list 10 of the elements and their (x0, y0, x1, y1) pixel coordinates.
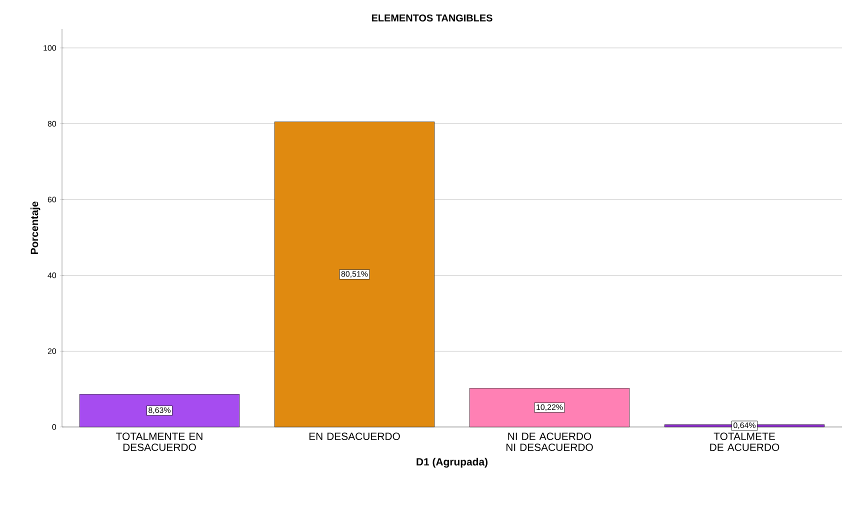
x-tick-label: TOTALMENTE EN DESACUERDO (116, 432, 202, 452)
x-tick-label: NI DE ACUERDO NI DESACUERDO (506, 432, 593, 452)
bar (79, 394, 240, 428)
x-tick-label: TOTALMETE DE ACUERDO (710, 432, 780, 452)
chart-title: ELEMENTOS TANGIBLES (372, 14, 492, 22)
bar (469, 388, 630, 428)
bar (274, 122, 435, 428)
x-tick-label: EN DESACUERDO (309, 432, 400, 440)
x-axis-title: D1 (Agrupada) (416, 458, 488, 468)
y-axis-title: Porcentaje (30, 202, 40, 254)
